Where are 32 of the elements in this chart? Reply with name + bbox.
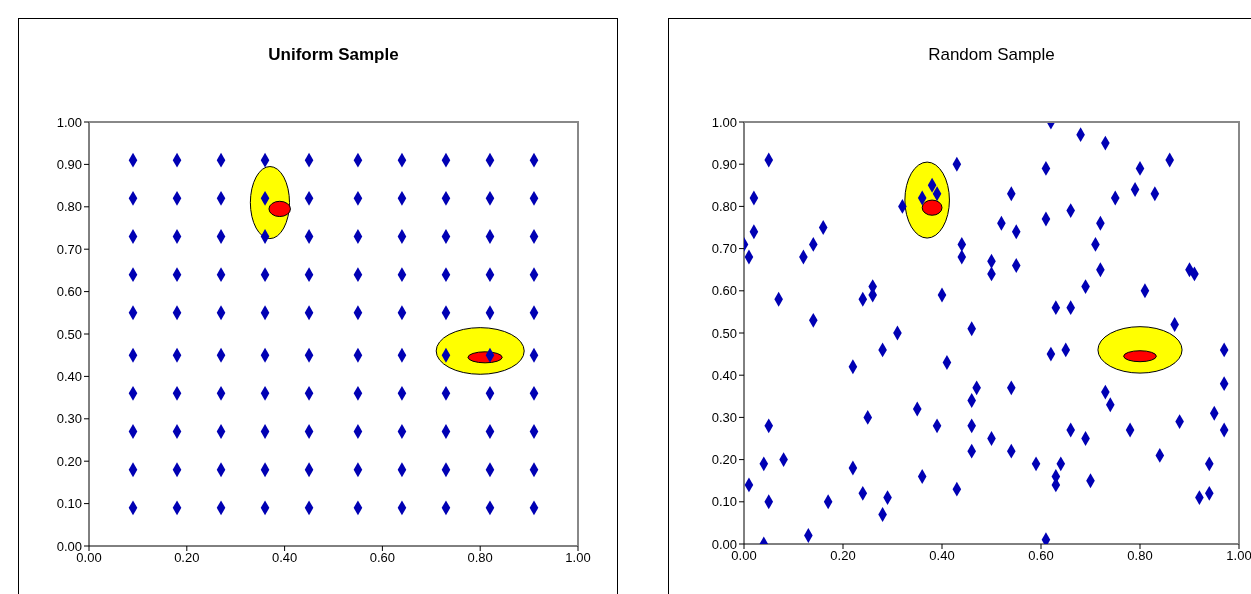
y-tick-label: 0.90 bbox=[711, 156, 737, 172]
chart-title: Random Sample bbox=[927, 45, 1056, 65]
y-tick-label: 0.40 bbox=[56, 369, 82, 385]
y-tick-label: 0.90 bbox=[56, 157, 82, 173]
y-tick-label: 0.70 bbox=[56, 241, 82, 257]
x-tick-label: 0.80 bbox=[1127, 548, 1153, 564]
y-tick-label: 0.50 bbox=[711, 325, 737, 341]
x-tick-label: 0.80 bbox=[467, 550, 493, 566]
y-tick-label: 0.50 bbox=[56, 326, 82, 342]
y-tick-label: 0.20 bbox=[56, 453, 82, 469]
x-tick-label: 0.60 bbox=[369, 550, 396, 566]
y-tick-label: 0.80 bbox=[711, 199, 737, 215]
y-tick-label: 0.80 bbox=[56, 199, 82, 215]
y-tick-label: 0.60 bbox=[711, 283, 737, 299]
x-tick-label: 0.20 bbox=[174, 550, 200, 566]
y-tick-label: 1.00 bbox=[711, 114, 737, 130]
y-tick-label: 0.10 bbox=[711, 494, 737, 510]
x-tick-label: 0.20 bbox=[830, 548, 856, 564]
y-tick-label: 1.00 bbox=[56, 114, 82, 130]
y-tick-label: 0.30 bbox=[56, 411, 82, 427]
x-tick-label: 1.00 bbox=[565, 550, 591, 566]
chart-title: Uniform Sample bbox=[267, 45, 400, 65]
x-tick-label: 1.00 bbox=[1226, 548, 1251, 564]
y-tick-label: 0.40 bbox=[711, 367, 737, 383]
y-tick-label: 0.60 bbox=[56, 284, 82, 300]
x-tick-label: 0.40 bbox=[929, 548, 955, 564]
y-tick-label: 0.30 bbox=[711, 410, 737, 426]
x-tick-label: 0.60 bbox=[1028, 548, 1054, 564]
y-tick-label: 0.20 bbox=[711, 452, 737, 468]
y-tick-label: 0.70 bbox=[711, 241, 737, 257]
x-tick-label: 0.40 bbox=[271, 550, 298, 566]
y-tick-label: 0.10 bbox=[56, 496, 82, 512]
